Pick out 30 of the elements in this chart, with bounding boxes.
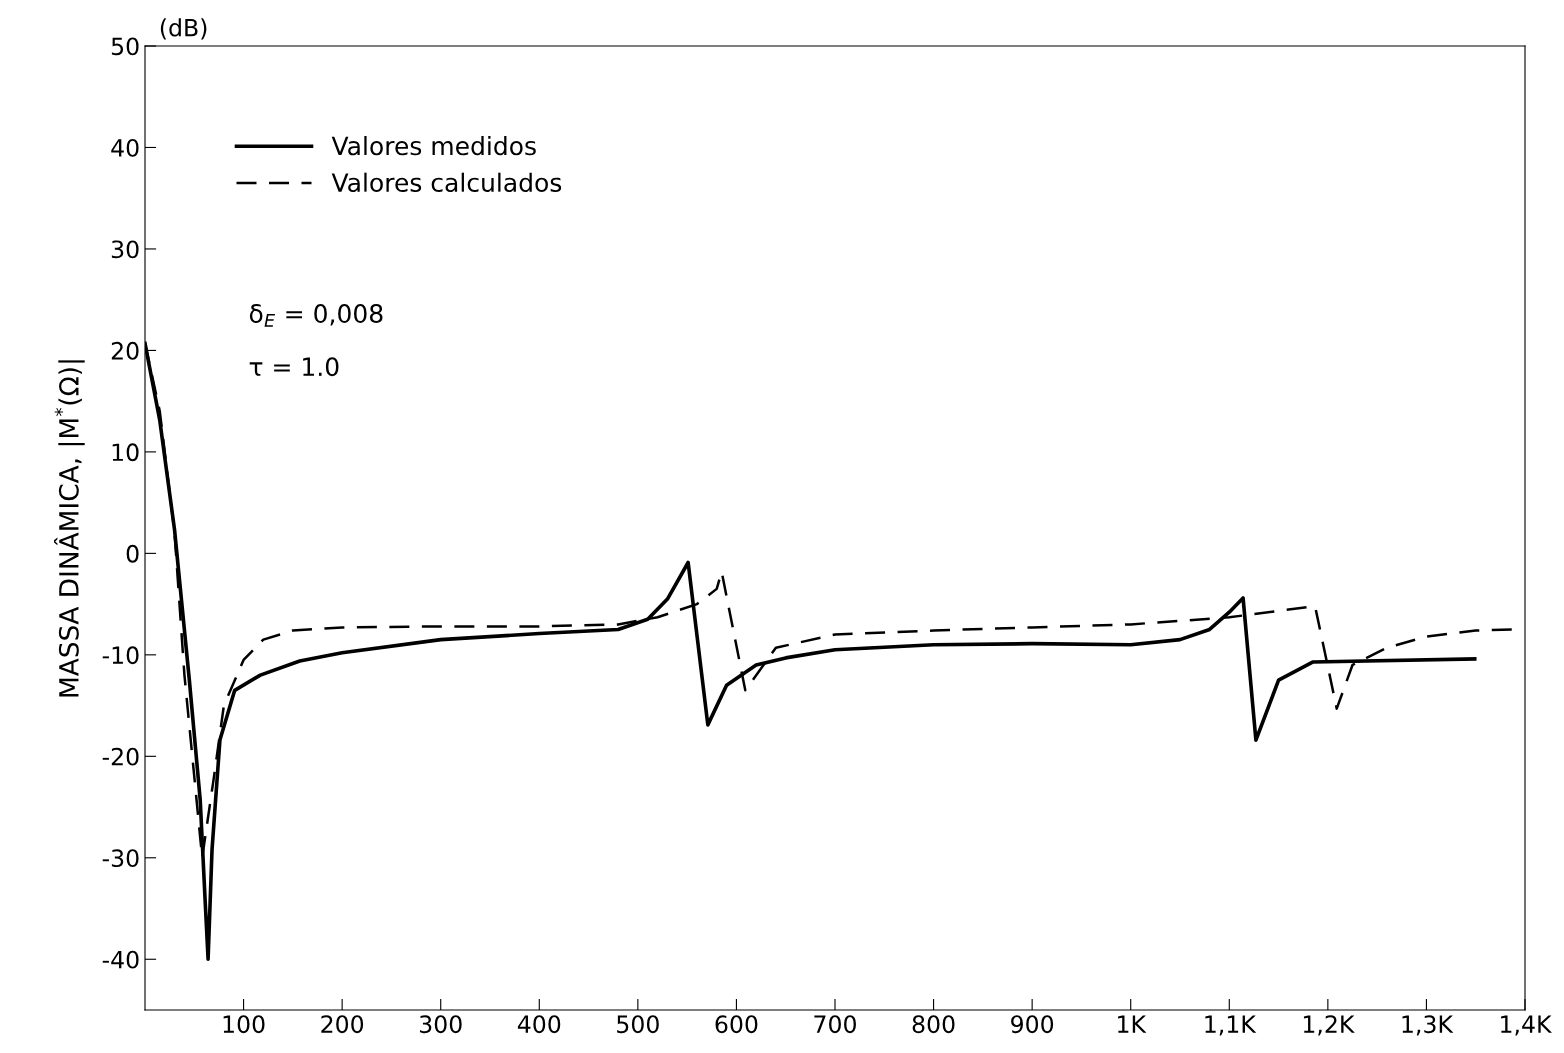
y-tick-label: -40 bbox=[102, 950, 139, 969]
legend-label: Valores medidos bbox=[331, 135, 536, 156]
x-tick-label: 1,1K bbox=[1205, 1015, 1257, 1036]
x-tick-label: 1K bbox=[1118, 1015, 1147, 1033]
y-tick-label: -30 bbox=[102, 849, 139, 868]
y-tick-label: 20 bbox=[111, 341, 139, 360]
y-axis-title: MASSA DINÂMICA, |M$^{*}$(Ω)| bbox=[54, 360, 85, 697]
x-tick-label: 1,4K bbox=[1501, 1015, 1553, 1036]
y-tick-label: -10 bbox=[102, 646, 139, 665]
x-tick-label: 600 bbox=[715, 1015, 758, 1034]
x-tick-label: 1,3K bbox=[1402, 1015, 1454, 1036]
x-tick-label: 400 bbox=[517, 1015, 561, 1034]
y-tick-label: 30 bbox=[111, 240, 139, 259]
x-tick-label: 700 bbox=[814, 1015, 856, 1034]
x-tick-label: 100 bbox=[223, 1015, 265, 1034]
annotation: τ = 1.0 bbox=[249, 357, 339, 377]
y-tick-label: 40 bbox=[111, 138, 139, 157]
y-tick-label: 0 bbox=[126, 544, 139, 563]
x-tick-label: 900 bbox=[1011, 1015, 1054, 1034]
x-tick-label: 300 bbox=[419, 1015, 462, 1034]
text: (dB) bbox=[160, 18, 207, 40]
y-tick-label: 10 bbox=[112, 443, 139, 462]
x-tick-label: 800 bbox=[912, 1015, 955, 1034]
y-tick-label: 50 bbox=[111, 37, 139, 56]
x-tick-label: 500 bbox=[617, 1015, 659, 1034]
legend-label: Valores calculados bbox=[331, 172, 562, 193]
y-tick-label: -20 bbox=[102, 747, 139, 766]
x-tick-label: 200 bbox=[321, 1015, 364, 1034]
annotation: δ$_{E}$ = 0,008 bbox=[249, 304, 383, 327]
x-tick-label: 1,2K bbox=[1303, 1015, 1355, 1036]
